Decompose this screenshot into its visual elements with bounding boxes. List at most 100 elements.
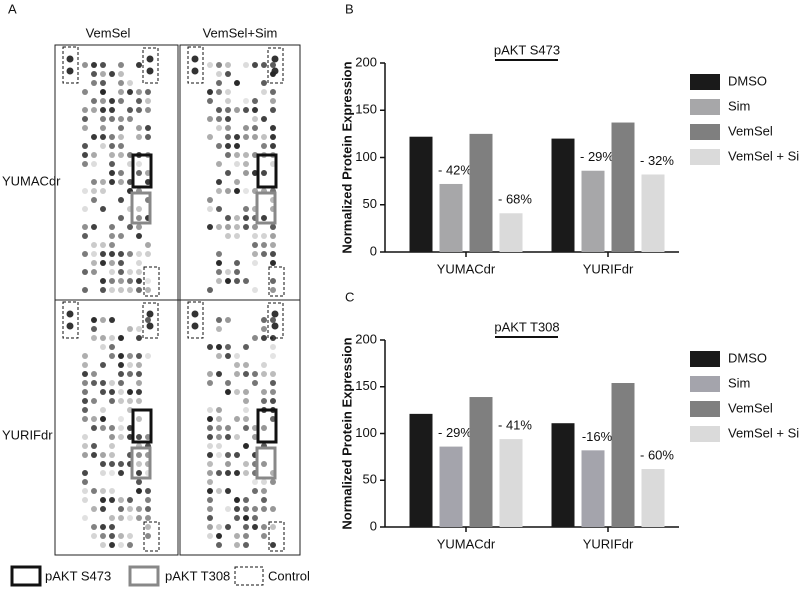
dot bbox=[109, 287, 115, 293]
dot bbox=[261, 215, 267, 221]
dot bbox=[109, 425, 115, 431]
dot bbox=[145, 125, 151, 131]
dot bbox=[109, 179, 115, 185]
dot bbox=[216, 542, 222, 548]
dot bbox=[225, 62, 231, 68]
control-box bbox=[142, 302, 159, 339]
dot bbox=[216, 89, 222, 95]
dot bbox=[109, 497, 115, 503]
dot bbox=[270, 89, 276, 95]
dot bbox=[207, 470, 213, 476]
bar bbox=[499, 213, 523, 252]
dot bbox=[100, 80, 106, 86]
dot bbox=[261, 233, 267, 239]
dot bbox=[82, 233, 88, 239]
dot bbox=[191, 310, 199, 318]
dot bbox=[82, 380, 88, 386]
legend-label: Control bbox=[268, 568, 310, 583]
control-box bbox=[268, 266, 285, 297]
dot bbox=[100, 317, 106, 323]
dot bbox=[243, 362, 249, 368]
dot bbox=[216, 524, 222, 530]
dot bbox=[225, 134, 231, 140]
dot bbox=[127, 116, 133, 122]
dot bbox=[127, 389, 133, 395]
dot bbox=[118, 71, 124, 77]
dot bbox=[82, 452, 88, 458]
dot bbox=[118, 470, 124, 476]
dot bbox=[118, 362, 124, 368]
legend-box bbox=[10, 565, 42, 587]
dot bbox=[145, 242, 151, 248]
dot bbox=[261, 170, 267, 176]
dot bbox=[82, 497, 88, 503]
dot bbox=[243, 398, 249, 404]
dot bbox=[118, 260, 124, 266]
dot bbox=[216, 344, 222, 350]
dot bbox=[216, 62, 222, 68]
dot bbox=[270, 143, 276, 149]
dot bbox=[234, 152, 240, 158]
dot bbox=[127, 371, 133, 377]
dot bbox=[91, 62, 97, 68]
legend-box bbox=[234, 566, 264, 586]
dot bbox=[225, 524, 231, 530]
t308-box bbox=[255, 446, 277, 480]
legend-label: VemSel bbox=[728, 400, 773, 415]
dot bbox=[136, 134, 142, 140]
control-box bbox=[62, 46, 79, 84]
dot bbox=[216, 371, 222, 377]
dot bbox=[261, 335, 267, 341]
dot bbox=[225, 107, 231, 113]
dot bbox=[270, 278, 276, 284]
dot bbox=[91, 452, 97, 458]
dot bbox=[109, 443, 115, 449]
dot bbox=[261, 326, 267, 332]
dot bbox=[234, 233, 240, 239]
dot bbox=[100, 425, 106, 431]
dot bbox=[109, 515, 115, 521]
bar bbox=[469, 133, 493, 252]
dot bbox=[109, 269, 115, 275]
dot bbox=[207, 380, 213, 386]
dot bbox=[191, 322, 199, 330]
dot bbox=[91, 506, 97, 512]
dot bbox=[82, 470, 88, 476]
dot bbox=[145, 506, 151, 512]
dot bbox=[136, 215, 142, 221]
dot bbox=[127, 497, 133, 503]
dot bbox=[207, 134, 213, 140]
dot bbox=[136, 206, 142, 212]
dot bbox=[91, 71, 97, 77]
panel-label: C bbox=[345, 289, 354, 304]
dot bbox=[109, 116, 115, 122]
dot bbox=[100, 407, 106, 413]
dot bbox=[82, 389, 88, 395]
dot bbox=[136, 287, 142, 293]
dot bbox=[207, 506, 213, 512]
dot bbox=[207, 197, 213, 203]
dot bbox=[243, 188, 249, 194]
dot bbox=[91, 152, 97, 158]
legend-swatch bbox=[690, 124, 720, 140]
dot bbox=[136, 89, 142, 95]
dot bbox=[82, 443, 88, 449]
dot bbox=[270, 389, 276, 395]
dot bbox=[145, 89, 151, 95]
dot bbox=[216, 71, 222, 77]
dot bbox=[216, 251, 222, 257]
legend-swatch bbox=[690, 426, 720, 442]
dot bbox=[234, 434, 240, 440]
dot bbox=[243, 206, 249, 212]
dot bbox=[100, 287, 106, 293]
dot bbox=[109, 134, 115, 140]
dot bbox=[127, 506, 133, 512]
dot bbox=[216, 443, 222, 449]
y-tick-label: 100 bbox=[355, 149, 377, 164]
dot bbox=[100, 497, 106, 503]
dot bbox=[216, 188, 222, 194]
row-label: YUMACdr bbox=[2, 173, 61, 188]
dot bbox=[136, 479, 142, 485]
dot bbox=[225, 470, 231, 476]
dot bbox=[100, 542, 106, 548]
